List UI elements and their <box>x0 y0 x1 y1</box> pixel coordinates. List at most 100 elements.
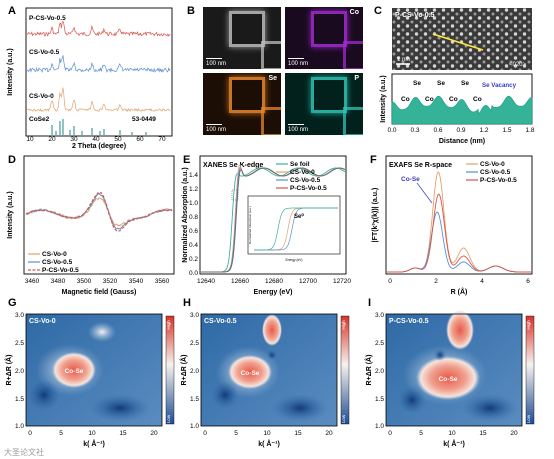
panel-c-image-label: P-CS-Vo-0.5 <box>395 12 435 19</box>
svg-text:12640: 12640 <box>197 278 215 285</box>
svg-text:P-CS-Vo-0.5: P-CS-Vo-0.5 <box>480 177 517 184</box>
panel-h-wavelet: H CS-Vo-0.5 Co-Se High Low R+ΔR (Å) 1.0 … <box>179 297 350 448</box>
panel-g-colorbar <box>165 315 175 425</box>
panel-h-sample: CS-Vo-0.5 <box>204 318 237 325</box>
panel-i-xlabel: k( Å⁻¹) <box>443 439 465 448</box>
panel-e-zoom-box <box>231 189 239 201</box>
svg-text:15: 15 <box>294 430 302 437</box>
panel-a-label-cs05: CS-Vo-0.5 <box>29 49 60 56</box>
panel-e-title: XANES Se K-edge <box>203 162 263 169</box>
svg-text:Se foil: Se foil <box>290 161 310 168</box>
svg-text:0: 0 <box>388 278 392 285</box>
panel-a-ref-label: CoSe2 <box>29 116 50 123</box>
svg-text:1.2: 1.2 <box>189 186 198 193</box>
panel-h-ylabel: R+ΔR (Å) <box>179 355 188 386</box>
eds-tile-haadf: 100 nm <box>203 7 281 69</box>
panel-e-curve-cs0 <box>201 164 346 273</box>
svg-text:1.4: 1.4 <box>189 172 198 179</box>
panel-g-wavelet: G CS-Vo-0 Co-Se High Low R+ΔR (Å) 1.0 1.… <box>4 297 175 448</box>
panel-e-frame <box>199 155 347 275</box>
panel-c-letter: C <box>374 5 382 17</box>
panel-d-curve-pcs <box>25 191 173 232</box>
panel-e-inset-curve-2 <box>254 207 338 251</box>
svg-text:1.5: 1.5 <box>190 396 199 403</box>
panel-a-letter: A <box>8 5 16 17</box>
svg-text:0.2: 0.2 <box>189 256 198 263</box>
panel-g-letter: G <box>8 297 17 309</box>
svg-text:5: 5 <box>419 430 423 437</box>
panel-i-sample: P-CS-Vo-0.5 <box>389 318 429 325</box>
svg-text:3.0: 3.0 <box>15 312 24 319</box>
svg-text:40: 40 <box>92 136 100 143</box>
svg-text:10: 10 <box>448 430 456 437</box>
panel-h-high: High <box>341 320 346 330</box>
panel-e-inset-xlabel: Energy (eV) <box>285 258 302 262</box>
svg-text:1.0: 1.0 <box>189 200 198 207</box>
svg-text:CS-Vo-0.5: CS-Vo-0.5 <box>480 169 511 176</box>
svg-text:60: 60 <box>136 136 144 143</box>
svg-text:1.2: 1.2 <box>479 127 488 134</box>
panel-f-xlabel: R (Å) <box>451 287 468 296</box>
svg-text:CS-Vo-0.5: CS-Vo-0.5 <box>290 177 321 184</box>
svg-text:Co: Co <box>449 96 458 103</box>
svg-text:Se: Se <box>413 80 421 87</box>
svg-text:Co: Co <box>473 96 482 103</box>
panel-e-inset-ylabel: Normalized Absorption (a.u.) <box>248 206 252 244</box>
svg-text:2: 2 <box>434 278 438 285</box>
svg-text:20: 20 <box>48 136 56 143</box>
panel-d-ylabel: Intensity (a.u.) <box>7 191 14 238</box>
panel-e-xlabel: Energy (eV) <box>254 289 293 296</box>
panel-g-sample: CS-Vo-0 <box>29 318 56 325</box>
svg-text:0.6: 0.6 <box>189 228 198 235</box>
panel-h-map <box>201 314 337 426</box>
panel-i-letter: I <box>368 297 371 309</box>
panel-a-curve-cs05 <box>26 55 171 74</box>
svg-text:15: 15 <box>479 430 487 437</box>
eds-tile-se: Se 100 nm <box>203 73 281 135</box>
svg-text:0.0: 0.0 <box>387 127 396 134</box>
svg-text:2.5: 2.5 <box>15 340 24 347</box>
panel-h-low: Low <box>341 414 346 423</box>
svg-text:CS-Vo-0.5: CS-Vo-0.5 <box>42 259 73 266</box>
svg-text:1.5: 1.5 <box>502 127 511 134</box>
panel-e-inset-curve-1 <box>254 207 338 251</box>
svg-text:1.5: 1.5 <box>375 396 384 403</box>
svg-text:2.0: 2.0 <box>190 368 199 375</box>
svg-text:0: 0 <box>388 430 392 437</box>
panel-d-frame <box>23 155 175 275</box>
svg-text:0.0: 0.0 <box>189 270 198 277</box>
panel-d-legend: CS-Vo-0 CS-Vo-0.5 P-CS-Vo-0.5 <box>28 251 79 274</box>
panel-i-ylabel: R+ΔR (Å) <box>364 355 373 386</box>
svg-text:1.0: 1.0 <box>375 423 384 430</box>
svg-text:1.0: 1.0 <box>15 423 24 430</box>
panel-e-curve-cs05 <box>201 166 346 273</box>
panel-c-profile-frame <box>391 73 533 125</box>
svg-text:5: 5 <box>59 430 63 437</box>
panel-c-xticks: 0.0 0.3 0.6 0.9 1.2 1.5 1.8 <box>387 127 534 134</box>
panel-f-frame <box>385 155 533 275</box>
svg-text:Se Vacancy: Se Vacancy <box>482 82 517 89</box>
panel-e-legend: Se foil CS-Vo-0 CS-Vo-0.5 P-CS-Vo-0.5 <box>276 161 327 192</box>
svg-text:3520: 3520 <box>103 278 118 285</box>
svg-text:1.8: 1.8 <box>525 127 534 134</box>
svg-text:12660: 12660 <box>231 278 249 285</box>
svg-text:2.0: 2.0 <box>15 368 24 375</box>
panel-g-bond: Co-Se <box>65 368 84 375</box>
svg-text:15: 15 <box>119 430 127 437</box>
panel-c-profile-labels: Se Se Se Co Co Co Co Se Vacancy <box>401 80 517 103</box>
panel-e-ylabel: Normalized Absorption (a.u.) <box>182 167 189 262</box>
panel-a-curve-pcs <box>26 20 171 37</box>
svg-text:1.5: 1.5 <box>15 396 24 403</box>
svg-text:3.0: 3.0 <box>190 312 199 319</box>
panel-g-map <box>26 314 162 426</box>
panel-i-colorbar <box>525 315 535 425</box>
panel-b-eds: B 100 nm Co 100 nm Se 100 nm P 100 nm <box>183 0 371 148</box>
svg-text:P-CS-Vo-0.5: P-CS-Vo-0.5 <box>290 185 327 192</box>
panel-e-xticks: 12640 12660 12680 12700 12720 <box>197 278 351 285</box>
panel-f-ylabel: |FT(k³χ(k))| (a.u.) <box>372 188 379 243</box>
panel-f-legend: CS-Vo-0 CS-Vo-0.5 P-CS-Vo-0.5 <box>466 161 517 184</box>
eds-tile-p: P 100 nm <box>285 73 363 135</box>
svg-text:20: 20 <box>510 430 518 437</box>
svg-text:3.0: 3.0 <box>375 312 384 319</box>
panel-f-title: EXAFS Se R-space <box>389 162 452 169</box>
